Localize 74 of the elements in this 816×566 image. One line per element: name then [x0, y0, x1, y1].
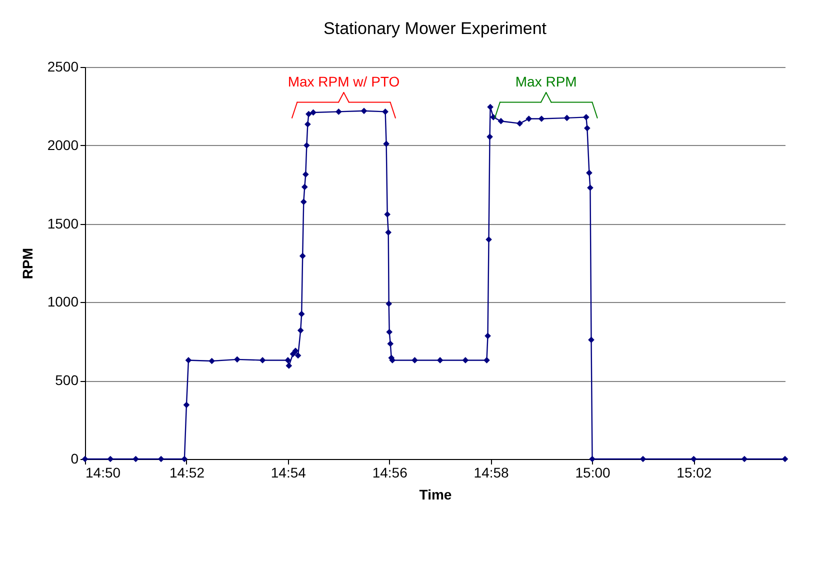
- annotation: Max RPM w/ PTO: [288, 74, 400, 90]
- point: [306, 110, 312, 118]
- point: [107, 456, 114, 462]
- point: [486, 134, 493, 140]
- y-axis-title: RPM: [19, 248, 36, 280]
- point: [132, 456, 139, 462]
- point: [183, 402, 190, 408]
- point: [304, 142, 310, 149]
- x-tick-label: 15:00: [575, 464, 610, 480]
- point: [526, 116, 532, 122]
- point: [587, 184, 594, 191]
- y-tick-label: 1500: [47, 215, 79, 232]
- point: [301, 184, 308, 190]
- point: [741, 456, 748, 462]
- point: [284, 357, 292, 364]
- point: [462, 357, 469, 364]
- point: [385, 229, 392, 236]
- point: [382, 108, 388, 115]
- point: [360, 108, 368, 114]
- point: [586, 170, 592, 176]
- point: [484, 332, 491, 340]
- x-tick-label: 14:54: [270, 464, 306, 480]
- point: [294, 352, 302, 359]
- point: [158, 456, 164, 462]
- x-tick-label: 15:02: [676, 464, 712, 480]
- x-tick-label: 14:52: [169, 464, 205, 480]
- y-tick-label: 1000: [47, 294, 79, 310]
- point: [436, 357, 444, 364]
- y-tick-label: 2500: [47, 58, 79, 74]
- point: [259, 357, 266, 364]
- point: [584, 124, 590, 132]
- point: [234, 356, 240, 363]
- point: [185, 357, 192, 364]
- point: [583, 114, 590, 120]
- point: [299, 252, 306, 260]
- point: [384, 211, 390, 218]
- point: [386, 328, 393, 336]
- point: [208, 358, 215, 364]
- point: [310, 109, 316, 116]
- point: [516, 120, 523, 127]
- y-tick-label: 500: [55, 372, 79, 388]
- point: [690, 456, 697, 462]
- point: [286, 362, 292, 369]
- x-tick-label: 14:58: [474, 464, 510, 480]
- point: [304, 121, 311, 128]
- point: [297, 327, 304, 334]
- point: [292, 348, 299, 354]
- point: [412, 357, 418, 364]
- point: [302, 171, 309, 178]
- point: [484, 357, 490, 364]
- point: [386, 300, 392, 307]
- chart-title: Stationary Mower Experiment: [324, 19, 547, 38]
- point: [486, 236, 492, 243]
- point: [487, 104, 494, 110]
- point: [335, 108, 342, 115]
- x-tick-label: 14:50: [86, 464, 121, 480]
- x-axis-title: Time: [419, 486, 452, 502]
- point: [782, 456, 788, 462]
- point: [383, 140, 390, 147]
- point: [290, 350, 296, 358]
- y-tick-label: 0: [70, 450, 79, 466]
- point: [588, 336, 594, 343]
- point: [300, 198, 307, 206]
- point: [181, 456, 188, 462]
- point: [387, 340, 394, 347]
- point: [538, 116, 545, 122]
- y-tick-label: 2000: [47, 136, 79, 153]
- point: [589, 456, 596, 462]
- x-tick-label: 14:56: [372, 464, 408, 480]
- point: [564, 114, 570, 122]
- point: [498, 118, 504, 124]
- point: [298, 310, 305, 318]
- point: [640, 456, 646, 462]
- annotation: Max RPM: [515, 74, 577, 90]
